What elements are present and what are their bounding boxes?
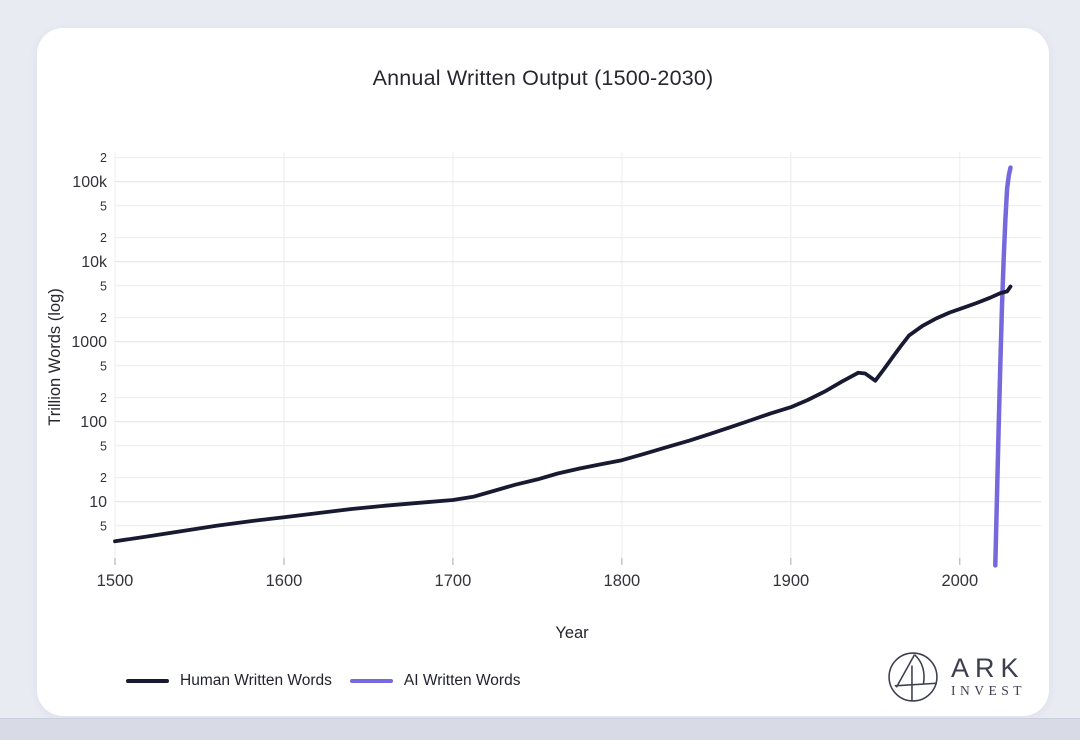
- x-tick-label: 1500: [97, 572, 134, 590]
- chart-title: Annual Written Output (1500-2030): [372, 66, 714, 90]
- legend-item-human: Human Written Words: [126, 672, 332, 690]
- y-tick-label: 2: [100, 311, 107, 325]
- y-tick-label: 2: [100, 231, 107, 245]
- y-tick-label: 2: [100, 391, 107, 405]
- y-axis-title: Trillion Words (log): [46, 288, 64, 426]
- legend-label-human: Human Written Words: [180, 672, 332, 689]
- page-bottom-strip: [0, 718, 1080, 740]
- legend-item-ai: AI Written Words: [349, 672, 521, 690]
- legend-swatch-human: [126, 679, 169, 683]
- y-tick-label: 5: [100, 439, 107, 453]
- chart-canvas: 1500 1600 1700 1800 1900 2000 2 100k 5 2 10k 5 2 1000…: [71, 151, 1041, 590]
- legend-swatch-ai: [349, 679, 393, 683]
- series-line-human-written-words: [113, 284, 1013, 544]
- y-tick-label: 100: [80, 414, 107, 431]
- y-tick-label: 5: [100, 359, 107, 373]
- y-tick-label: 2: [100, 151, 107, 165]
- y-tick-label: 10k: [81, 254, 108, 271]
- chart-card: Annual Written Output (1500-2030) 1500 16…: [37, 28, 1049, 716]
- y-tick-label: 5: [100, 199, 107, 213]
- x-tick-label: 1800: [604, 572, 641, 590]
- x-tick-label: 1700: [435, 572, 472, 590]
- y-tick-label: 5: [100, 279, 107, 293]
- series-line-ai-written-words: [993, 165, 1013, 568]
- ark-logo-text: ARK INVEST: [951, 655, 1026, 699]
- y-tick-label: 100k: [72, 174, 108, 191]
- y-tick-label: 2: [100, 471, 107, 485]
- ark-logo-line1: ARK: [951, 653, 1025, 683]
- legend: Human Written Words AI Written Words: [126, 672, 538, 690]
- x-tick-label: 2000: [941, 572, 978, 590]
- legend-label-ai: AI Written Words: [403, 672, 521, 689]
- ark-logo-line2: INVEST: [951, 683, 1026, 698]
- x-tick-label: 1600: [266, 572, 303, 590]
- y-tick-label: 5: [100, 519, 107, 533]
- x-axis-title: Year: [555, 624, 589, 642]
- x-tick-label: 1900: [772, 572, 809, 590]
- ark-logo-mark-icon: [888, 652, 938, 702]
- y-tick-label: 10: [89, 494, 107, 511]
- ark-invest-logo: ARK INVEST: [887, 646, 1042, 708]
- y-tick-label: 1000: [71, 334, 107, 351]
